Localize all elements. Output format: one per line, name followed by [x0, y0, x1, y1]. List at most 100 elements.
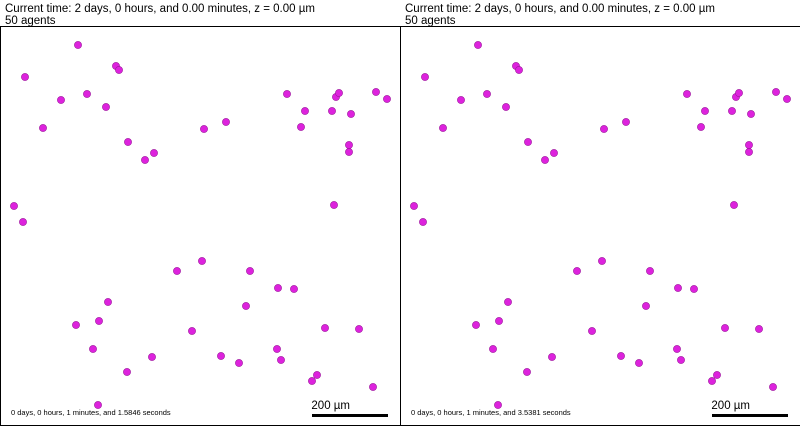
agent-point: [301, 107, 309, 115]
agent-point: [345, 141, 353, 149]
agent-point: [673, 345, 681, 353]
agent-point: [200, 125, 208, 133]
agent-point: [419, 218, 427, 226]
agent-count-label: 50 agents: [5, 15, 56, 27]
agent-point: [102, 103, 110, 111]
agent-point: [283, 90, 291, 98]
agent-point: [19, 218, 27, 226]
agent-point: [94, 401, 102, 409]
agent-point: [457, 96, 465, 104]
agent-point: [622, 118, 630, 126]
agent-point: [123, 368, 131, 376]
agent-point: [355, 325, 363, 333]
scale-bar: [712, 414, 788, 417]
agent-point: [600, 125, 608, 133]
agent-point: [235, 359, 243, 367]
agent-point: [369, 383, 377, 391]
agent-point: [745, 148, 753, 156]
agent-point: [550, 149, 558, 157]
agent-point: [495, 317, 503, 325]
agent-point: [677, 356, 685, 364]
agent-point: [494, 401, 502, 409]
agent-point: [297, 123, 305, 131]
agent-point: [313, 371, 321, 379]
agent-point: [277, 356, 285, 364]
agent-point: [524, 138, 532, 146]
agent-point: [548, 353, 556, 361]
agent-point: [21, 73, 29, 81]
agent-point: [598, 257, 606, 265]
agent-point: [290, 285, 298, 293]
agents-layer: [10, 41, 391, 409]
agent-point: [697, 123, 705, 131]
agent-point: [674, 284, 682, 292]
agent-point: [383, 95, 391, 103]
agent-point: [10, 202, 18, 210]
current-time-label: Current time: 2 days, 0 hours, and 0.00 …: [5, 3, 315, 15]
elapsed-time-label: 0 days, 0 hours, 1 minutes, and 3.5381 s…: [411, 408, 571, 417]
agent-point: [330, 201, 338, 209]
agent-point: [474, 41, 482, 49]
agent-point: [483, 90, 491, 98]
agent-point: [730, 201, 738, 209]
agent-point: [246, 267, 254, 275]
current-time-label: Current time: 2 days, 0 hours, and 0.00 …: [405, 3, 715, 15]
agent-point: [347, 110, 355, 118]
agent-point: [274, 284, 282, 292]
agent-point: [489, 345, 497, 353]
agent-point: [124, 138, 132, 146]
simulation-view: 0 days, 0 hours, 1 minutes, and 1.5846 s…: [0, 26, 400, 426]
agent-point: [708, 377, 716, 385]
agent-point: [772, 88, 780, 96]
agent-point: [104, 298, 112, 306]
agent-point: [439, 124, 447, 132]
agent-point: [222, 118, 230, 126]
agent-point: [588, 327, 596, 335]
agent-point: [472, 321, 480, 329]
agent-point: [755, 325, 763, 333]
agent-point: [345, 148, 353, 156]
agent-point: [410, 202, 418, 210]
agent-count-label: 50 agents: [405, 15, 456, 27]
agent-point: [728, 107, 736, 115]
agent-point: [372, 88, 380, 96]
agent-point: [72, 321, 80, 329]
agent-point: [713, 371, 721, 379]
agent-point: [74, 41, 82, 49]
agent-point: [690, 285, 698, 293]
agent-point: [745, 141, 753, 149]
agent-point: [39, 124, 47, 132]
agent-point: [735, 89, 743, 97]
agents-layer: [410, 41, 791, 409]
agent-point: [747, 110, 755, 118]
right-panel: Current time: 2 days, 0 hours, and 0.00 …: [400, 0, 800, 428]
scale-bar-label: 200 µm: [311, 400, 350, 412]
agent-point: [188, 327, 196, 335]
agent-point: [683, 90, 691, 98]
panel-header: Current time: 2 days, 0 hours, and 0.00 …: [405, 3, 715, 27]
agent-point: [635, 359, 643, 367]
agent-point: [541, 156, 549, 164]
agent-point: [523, 368, 531, 376]
agent-point: [617, 352, 625, 360]
scale-bar-label: 200 µm: [711, 400, 750, 412]
agent-point: [515, 66, 523, 74]
scale-bar: [312, 414, 388, 417]
agent-point: [217, 352, 225, 360]
agent-point: [646, 267, 654, 275]
agent-point: [115, 66, 123, 74]
agent-point: [173, 267, 181, 275]
agent-point: [83, 90, 91, 98]
agent-point: [89, 345, 97, 353]
agent-point: [421, 73, 429, 81]
agent-point: [57, 96, 65, 104]
agent-point: [308, 377, 316, 385]
agent-point: [148, 353, 156, 361]
agent-point: [783, 95, 791, 103]
agent-point: [769, 383, 777, 391]
agent-point: [242, 302, 250, 310]
agent-point: [141, 156, 149, 164]
agent-point: [273, 345, 281, 353]
left-panel: Current time: 2 days, 0 hours, and 0.00 …: [0, 3, 400, 426]
elapsed-time-label: 0 days, 0 hours, 1 minutes, and 1.5846 s…: [11, 408, 171, 417]
